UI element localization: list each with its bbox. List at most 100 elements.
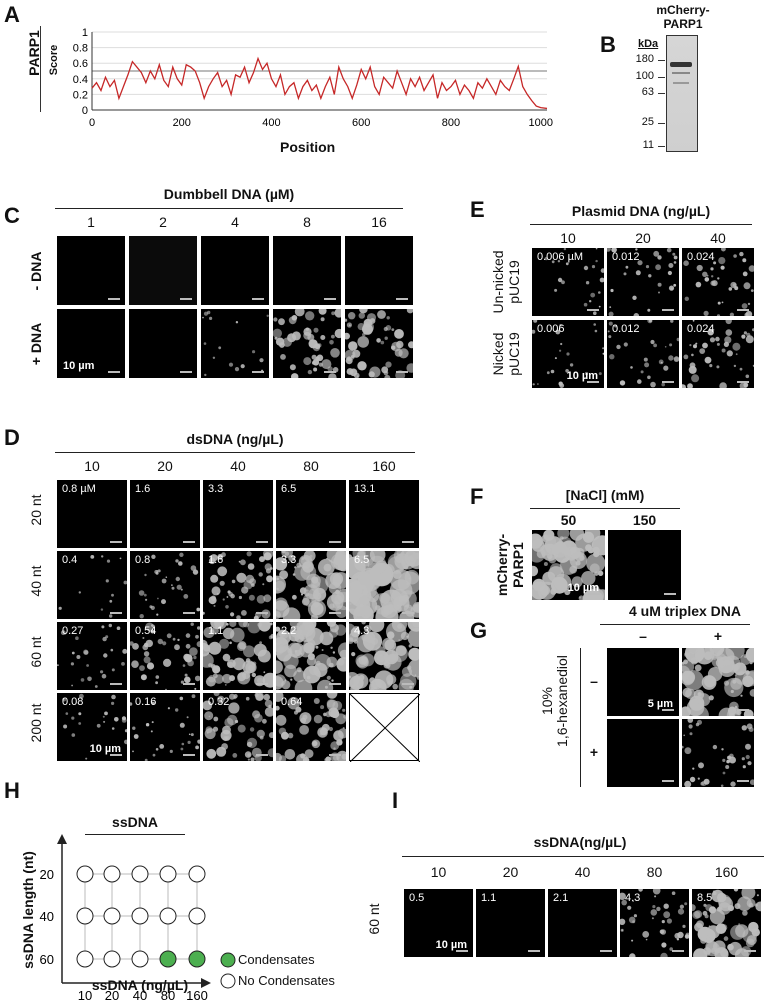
droplet	[682, 661, 685, 665]
row-label-line1: Un-nicked	[490, 250, 506, 314]
droplet	[315, 645, 319, 649]
droplet	[319, 732, 323, 736]
droplet	[151, 701, 155, 705]
droplets	[276, 622, 346, 690]
droplet	[645, 938, 648, 941]
droplet	[561, 280, 565, 285]
droplet	[663, 903, 669, 909]
droplet	[110, 648, 114, 652]
micrograph-tile: 1.1	[203, 622, 273, 690]
droplet	[276, 641, 281, 646]
droplet	[406, 309, 413, 314]
droplet	[337, 642, 346, 659]
droplet	[694, 664, 702, 672]
droplet	[349, 554, 353, 560]
dotplot-header-rule	[85, 834, 185, 835]
droplet	[557, 530, 570, 540]
micrograph-tile: 0.012	[607, 248, 679, 316]
droplet	[276, 626, 281, 632]
droplet	[252, 661, 257, 666]
droplet	[748, 921, 759, 933]
droplet	[329, 340, 334, 345]
droplet	[744, 655, 747, 658]
droplet	[138, 590, 145, 596]
droplet	[357, 336, 369, 348]
droplet	[313, 367, 318, 372]
droplet	[677, 908, 685, 915]
droplet	[152, 624, 156, 628]
droplet	[547, 553, 553, 560]
droplet	[157, 597, 159, 600]
droplet	[229, 622, 237, 628]
droplet	[273, 328, 282, 338]
droplet	[307, 369, 313, 375]
droplet	[661, 920, 665, 924]
droplet	[711, 653, 718, 660]
droplet	[246, 551, 252, 557]
droplet	[289, 622, 298, 628]
droplet	[105, 635, 109, 639]
droplet	[733, 364, 737, 368]
droplet	[357, 361, 367, 371]
droplet	[287, 697, 300, 710]
droplet	[337, 658, 345, 666]
droplet	[607, 330, 610, 333]
droplet	[569, 363, 574, 367]
droplet	[655, 264, 661, 271]
droplet	[282, 607, 301, 619]
droplet	[682, 745, 684, 749]
droplet	[204, 711, 214, 721]
droplet	[584, 371, 589, 376]
droplet	[598, 305, 601, 308]
droplet	[670, 320, 674, 323]
micrograph-tile: 0.64	[276, 693, 346, 761]
droplet	[754, 903, 758, 907]
droplet	[180, 747, 184, 751]
droplet	[395, 645, 407, 656]
droplet	[121, 716, 127, 721]
droplet	[739, 251, 744, 257]
micrograph-tile: 4.3	[349, 622, 419, 690]
droplet	[410, 557, 414, 562]
droplet	[607, 248, 611, 252]
droplet	[114, 717, 119, 722]
droplet	[181, 742, 185, 746]
droplet	[369, 677, 376, 684]
droplet	[703, 310, 709, 316]
droplet	[746, 332, 751, 337]
droplet	[202, 316, 204, 319]
droplet	[708, 925, 711, 927]
droplet	[176, 584, 182, 590]
droplet	[383, 370, 389, 376]
droplet	[219, 580, 225, 586]
condensate-dot	[188, 950, 206, 968]
tile-value-label: 0.024	[687, 323, 715, 335]
droplet	[609, 306, 612, 308]
droplet	[162, 641, 167, 646]
droplet	[305, 627, 324, 646]
micrograph-tile	[201, 309, 269, 378]
droplet	[241, 670, 251, 680]
scale-bar-label: 10 µm	[89, 743, 121, 755]
droplet	[733, 889, 739, 892]
tile-value-label: 0.27	[62, 625, 84, 637]
droplet	[175, 708, 179, 712]
panel-f-header-rule	[530, 508, 680, 509]
droplet	[235, 321, 239, 324]
droplet	[668, 285, 675, 291]
row-title: 10% 1,6-hexanediol	[539, 646, 570, 756]
droplet	[232, 753, 238, 758]
droplet	[387, 604, 395, 611]
scale-bar	[183, 683, 195, 685]
scale-bar	[256, 754, 268, 756]
droplet	[406, 363, 413, 373]
droplet	[109, 599, 113, 603]
droplet	[684, 780, 692, 787]
droplet	[220, 729, 232, 741]
droplet	[658, 291, 660, 294]
micrograph-tile: 0.012	[607, 320, 679, 388]
no-condensate-dot	[131, 907, 149, 925]
column-label: 80	[646, 864, 663, 880]
droplet	[294, 309, 305, 317]
droplet	[311, 361, 316, 365]
